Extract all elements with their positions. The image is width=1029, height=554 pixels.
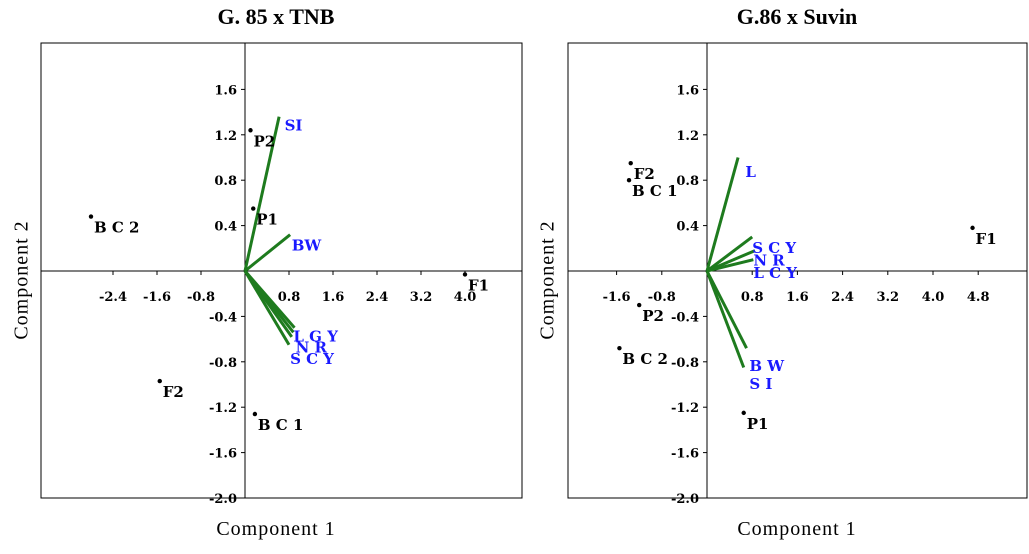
y-tick-label-right: -0.4 xyxy=(671,310,699,325)
y-tick-label-right: 1.6 xyxy=(676,83,699,98)
loading-label-left: S C Y xyxy=(290,350,334,368)
loading-vector-left xyxy=(244,233,292,273)
loading-label-left: SI xyxy=(285,116,303,134)
x-tick-label-left: -2.4 xyxy=(99,290,127,305)
data-point-left xyxy=(252,411,258,417)
data-point-left xyxy=(462,272,468,277)
chart-title-right: G.86 x Suvin xyxy=(736,4,858,29)
point-label-right: P2 xyxy=(642,307,664,325)
loading-vector-left xyxy=(243,270,295,334)
x-axis-label-left: Component 1 xyxy=(216,518,336,540)
loading-vector-right xyxy=(706,258,754,273)
loading-vector-right xyxy=(705,270,746,369)
loading-vector-left xyxy=(243,116,281,272)
x-tick-label-right: 1.6 xyxy=(786,290,809,305)
loading-label-right: N R xyxy=(753,251,785,269)
data-point-right xyxy=(637,302,642,308)
y-tick-label-left: 0.4 xyxy=(214,220,237,235)
x-tick-label-right: 4.8 xyxy=(967,290,990,305)
data-point-right xyxy=(626,178,632,183)
point-label-right: F2 xyxy=(634,165,655,183)
point-label-left: B C 2 xyxy=(94,219,140,237)
y-tick-label-right: -0.8 xyxy=(671,356,699,371)
loading-vector-right xyxy=(705,270,748,349)
point-label-left: F2 xyxy=(163,383,184,401)
x-tick-label-right: -1.6 xyxy=(603,290,631,305)
loading-vector-right xyxy=(705,157,740,272)
x-tick-label-right: 3.2 xyxy=(876,290,899,305)
point-label-right: B C 1 xyxy=(632,182,678,200)
loading-label-left: L G Y xyxy=(293,327,338,345)
x-tick-label-right: 4.0 xyxy=(922,290,945,305)
point-label-left: P1 xyxy=(256,211,278,229)
y-tick-label-left: 1.2 xyxy=(214,129,237,144)
y-tick-label-left: -1.6 xyxy=(209,447,237,462)
x-tick-label-right: -0.8 xyxy=(648,290,676,305)
x-tick-label-right: 0.8 xyxy=(741,290,764,305)
x-tick-label-left: -0.8 xyxy=(187,290,215,305)
x-tick-label-right: 2.4 xyxy=(831,290,854,305)
y-tick-label-right: -1.6 xyxy=(671,447,699,462)
y-tick-label-left: 1.6 xyxy=(214,83,237,98)
loading-label-left: BW xyxy=(292,237,323,255)
y-tick-label-left: -2.0 xyxy=(209,492,237,507)
y-tick-label-right: 1.2 xyxy=(676,129,699,144)
data-point-left xyxy=(88,214,94,219)
data-point-right xyxy=(628,160,633,166)
loading-vector-left xyxy=(243,270,291,346)
x-tick-label-left: 4.0 xyxy=(454,290,477,305)
x-tick-label-left: 2.4 xyxy=(366,290,389,305)
data-point-left xyxy=(157,378,162,384)
y-tick-label-left: -0.4 xyxy=(209,310,237,325)
y-tick-label-left: 0.8 xyxy=(214,174,237,189)
data-point-right xyxy=(617,345,622,351)
y-tick-label-right: -2.0 xyxy=(671,492,699,507)
y-tick-label-left: -0.8 xyxy=(209,356,237,371)
point-label-right: B C 2 xyxy=(622,350,668,368)
x-tick-label-left: 0.8 xyxy=(278,290,301,305)
point-label-right: P1 xyxy=(747,415,769,433)
x-tick-label-left: 1.6 xyxy=(322,290,345,305)
x-tick-label-left: 3.2 xyxy=(410,290,433,305)
loading-label-right: B W xyxy=(749,357,785,375)
y-tick-label-right: 0.4 xyxy=(676,220,699,235)
loading-label-right: S I xyxy=(749,375,772,393)
loading-label-right: S C Y xyxy=(752,239,796,257)
point-label-left: B C 1 xyxy=(258,416,304,434)
loading-label-right: L C Y xyxy=(753,264,797,282)
data-point-right xyxy=(970,225,975,231)
loading-label-left: N R xyxy=(296,339,328,357)
x-tick-label-left: -1.6 xyxy=(143,290,171,305)
point-label-right: F1 xyxy=(976,230,997,248)
y-tick-label-right: 0.8 xyxy=(676,174,699,189)
data-point-left xyxy=(248,128,253,133)
point-label-left: F1 xyxy=(468,276,489,294)
loading-vector-right xyxy=(706,235,754,273)
data-point-left xyxy=(251,206,256,211)
x-axis-label-right: Component 1 xyxy=(737,518,857,540)
data-point-right xyxy=(741,410,746,416)
y-tick-label-left: -1.2 xyxy=(209,401,237,416)
point-label-left: P2 xyxy=(254,132,276,150)
y-tick-label-right: -1.2 xyxy=(671,401,699,416)
chart-title-left: G. 85 x TNB xyxy=(217,4,335,29)
loading-label-right: L xyxy=(745,163,756,181)
